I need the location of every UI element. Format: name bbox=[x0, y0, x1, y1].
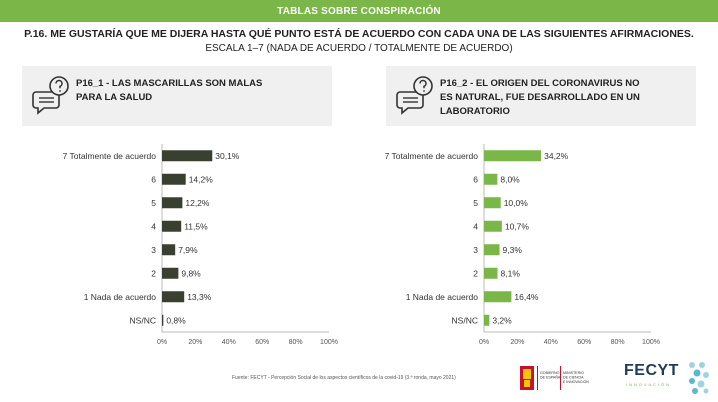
data-label: 10,0% bbox=[504, 198, 529, 208]
tick-label: 60% bbox=[255, 339, 269, 346]
bar bbox=[162, 197, 183, 209]
tick-label: 0% bbox=[479, 339, 489, 346]
category-label: NS/NC bbox=[452, 315, 478, 325]
category-label: 2 bbox=[473, 268, 478, 278]
tick-label: 60% bbox=[577, 339, 591, 346]
scale-text: ESCALA 1–7 (NADA DE ACUERDO / TOTALMENTE… bbox=[205, 43, 513, 54]
data-label: 8,0% bbox=[500, 174, 520, 184]
bar bbox=[162, 314, 164, 326]
bar bbox=[162, 173, 186, 185]
question-label-left: P16_1 - LAS MASCARILLAS SON MALAS PARA L… bbox=[76, 77, 262, 105]
tick-label: 40% bbox=[544, 339, 558, 346]
category-label: 5 bbox=[473, 198, 478, 208]
tick-label: 40% bbox=[222, 339, 236, 346]
question-label-line: PARA LA SALUD bbox=[76, 92, 153, 103]
bar bbox=[484, 150, 542, 162]
question-label-line: P16_2 - EL ORIGEN DEL CORONAVIRUS NO bbox=[440, 78, 640, 89]
gobierno-espana-logo: GOBIERNO DE ESPAÑA MINISTERIO DE CIENCIA… bbox=[519, 363, 599, 393]
data-label: 16,4% bbox=[514, 292, 539, 302]
bar bbox=[162, 244, 176, 256]
bar-chart-right: 7 Totalmente de acuerdo 34,2% 6 8,0% 5 10,0% 4… bbox=[385, 144, 660, 346]
tick-label: 80% bbox=[611, 339, 625, 346]
category-label: 4 bbox=[151, 221, 156, 231]
tick-label: 100% bbox=[320, 339, 338, 346]
question-box-left: P16_1 - LAS MASCARILLAS SON MALAS PARA L… bbox=[22, 66, 332, 126]
bar bbox=[484, 291, 512, 303]
bar bbox=[162, 291, 185, 303]
bar bbox=[484, 197, 501, 209]
data-label: 7,9% bbox=[178, 245, 198, 255]
speech-question-icon bbox=[32, 76, 69, 115]
speech-question-icon bbox=[396, 76, 433, 115]
header-bar: TABLAS SOBRE CONSPIRACIÓN bbox=[0, 0, 718, 22]
gov-line: DE ESPAÑA bbox=[540, 375, 561, 380]
tick-label: 100% bbox=[642, 339, 660, 346]
category-label: 6 bbox=[151, 174, 156, 184]
bar bbox=[162, 150, 213, 162]
fecyt-logo-subtext: INNOVACIÓN bbox=[626, 382, 672, 387]
question-box-right: P16_2 - EL ORIGEN DEL CORONAVIRUS NO ES … bbox=[386, 66, 696, 126]
category-label: 3 bbox=[473, 245, 478, 255]
question-text: P.16. ME GUSTARÍA QUE ME DIJERA HASTA QU… bbox=[24, 28, 694, 40]
data-label: 8,1% bbox=[501, 268, 521, 278]
tick-label: 80% bbox=[289, 339, 303, 346]
bar bbox=[162, 267, 179, 279]
data-label: 34,2% bbox=[544, 151, 569, 161]
bar bbox=[162, 220, 182, 232]
bar bbox=[484, 173, 498, 185]
bar-chart-left: 7 Totalmente de acuerdo 30,1% 6 14,2% 5 12,2%… bbox=[63, 144, 338, 346]
data-label: 3,2% bbox=[492, 315, 512, 325]
tick-label: 0% bbox=[157, 339, 167, 346]
category-label: 3 bbox=[151, 245, 156, 255]
header-title: TABLAS SOBRE CONSPIRACIÓN bbox=[277, 5, 441, 17]
data-label: 14,2% bbox=[189, 174, 214, 184]
data-label: 0,8% bbox=[166, 315, 186, 325]
data-label: 10,7% bbox=[505, 221, 530, 231]
question-label-line: P16_1 - LAS MASCARILLAS SON MALAS bbox=[76, 78, 263, 89]
data-label: 11,5% bbox=[184, 221, 208, 231]
data-label: 9,8% bbox=[181, 268, 201, 278]
ministry-line: DE CIENCIA bbox=[563, 376, 584, 380]
data-label: 12,2% bbox=[185, 198, 210, 208]
data-label: 9,3% bbox=[503, 245, 523, 255]
data-label: 30,1% bbox=[215, 151, 240, 161]
data-label: 13,3% bbox=[187, 292, 212, 302]
ministry-line: E INNOVACIÓN bbox=[563, 379, 589, 384]
question-label-line: LABORATORIO bbox=[440, 106, 510, 117]
bar bbox=[484, 267, 498, 279]
category-label: 1 Nada de acuerdo bbox=[84, 292, 157, 302]
fecyt-dots-icon bbox=[689, 362, 709, 394]
bar bbox=[484, 244, 500, 256]
source-footnote: Fuente: FECYT - Percepción Social de los… bbox=[232, 375, 456, 381]
gov-line: GOBIERNO bbox=[540, 371, 560, 375]
category-label: 4 bbox=[473, 221, 478, 231]
question-label-line: ES NATURAL, FUE DESARROLLADO EN UN bbox=[440, 92, 640, 103]
category-label: 7 Totalmente de acuerdo bbox=[385, 151, 479, 161]
category-label: NS/NC bbox=[130, 315, 156, 325]
fecyt-logo-text: FECYT bbox=[624, 362, 679, 379]
category-label: 1 Nada de acuerdo bbox=[406, 292, 479, 302]
bar bbox=[484, 314, 490, 326]
ministry-line: MINISTERIO bbox=[563, 371, 584, 375]
tick-label: 20% bbox=[510, 339, 524, 346]
category-label: 5 bbox=[151, 198, 156, 208]
tick-label: 20% bbox=[188, 339, 202, 346]
category-label: 2 bbox=[151, 268, 156, 278]
question-label-right: P16_2 - EL ORIGEN DEL CORONAVIRUS NO ES … bbox=[440, 77, 640, 119]
category-label: 7 Totalmente de acuerdo bbox=[63, 151, 157, 161]
category-label: 6 bbox=[473, 174, 478, 184]
bar bbox=[484, 220, 502, 232]
